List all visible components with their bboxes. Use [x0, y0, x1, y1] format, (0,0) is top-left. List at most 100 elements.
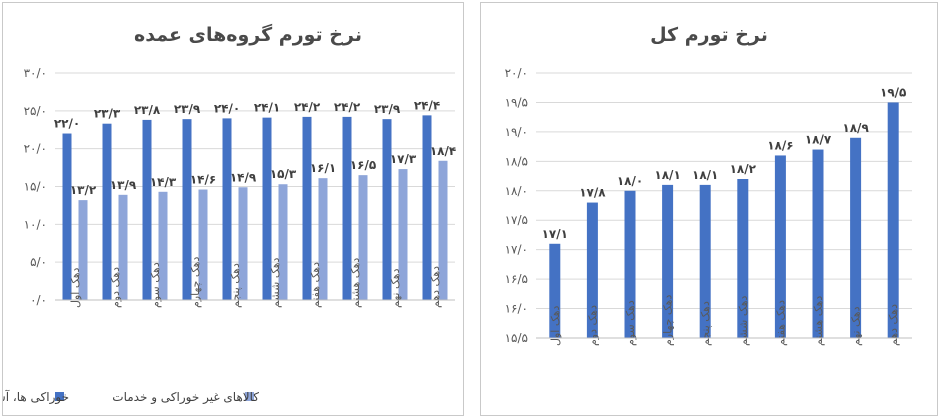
y-tick-label: ۱۷/۰ — [505, 243, 528, 257]
legend-swatch — [245, 392, 254, 401]
bar — [198, 189, 208, 300]
category-label: دهک پنجم — [699, 301, 712, 346]
bar — [774, 155, 786, 338]
data-label: ۱۷/۱ — [542, 227, 568, 241]
data-label: ۱۸/۹ — [842, 121, 869, 135]
bar — [624, 190, 636, 338]
category-label: دهک ششم — [269, 258, 282, 308]
data-label: ۲۲/۰ — [54, 117, 80, 131]
data-label: ۱۶/۵ — [350, 158, 376, 172]
data-label: ۱۹/۵ — [880, 85, 906, 99]
bar — [62, 133, 72, 300]
data-label: ۱۸/۲ — [730, 162, 757, 176]
data-label: ۲۳/۳ — [94, 107, 121, 121]
category-label: دهک ششم — [737, 296, 750, 346]
y-tick-label: ۱۹/۰ — [505, 125, 528, 139]
bar — [238, 187, 248, 300]
category-label: دهک اول — [69, 267, 82, 308]
category-label: دهک دوم — [586, 305, 599, 346]
chart-title: نرخ تورم کل — [650, 24, 768, 46]
category-label: دهک چهارم — [189, 257, 202, 308]
y-tick-label: ۲۰/۰ — [505, 66, 528, 80]
y-tick-label: ۱۷/۵ — [505, 213, 528, 227]
legend-label: کالاهای غیر خوراکی و خدمات — [112, 390, 259, 405]
data-label: ۱۴/۳ — [150, 175, 177, 189]
bar — [850, 137, 862, 338]
y-tick-label: ۱۰/۰ — [24, 217, 47, 231]
bar — [278, 184, 288, 300]
y-tick-label: ۲۰/۰ — [24, 142, 47, 156]
y-tick-label: ۵/۰ — [30, 255, 47, 269]
bar — [342, 116, 352, 301]
y-tick-label: ۱۵/۰ — [24, 180, 47, 194]
bar — [586, 202, 598, 338]
bar — [142, 119, 152, 300]
category-label: دهک هفتم — [774, 300, 787, 346]
bar — [222, 118, 232, 301]
bar — [382, 119, 392, 300]
category-label: دهک نهم — [389, 268, 402, 308]
data-label: ۲۴/۰ — [214, 101, 240, 115]
bar — [358, 175, 368, 300]
bar — [812, 149, 824, 338]
category-label: دهک هشتم — [812, 296, 825, 346]
data-label: ۱۳/۹ — [110, 178, 137, 192]
bar — [262, 117, 272, 300]
category-label: دهک دهم — [887, 304, 900, 346]
data-label: ۲۴/۱ — [254, 101, 280, 115]
total-inflation-chart: نرخ تورم کل ۱۵/۵ ۱۶/۰ ۱۶/۵ ۱۷/۰ ۱۷/۵ ۱۸/۰ ۱۸/۵ ۱… — [505, 24, 912, 346]
legend-swatch — [55, 392, 64, 401]
bar — [398, 169, 408, 300]
chart-title: نرخ تورم گروه‌های عمده — [134, 23, 362, 46]
category-label: دهک هشتم — [349, 258, 362, 308]
category-label: دهک پنجم — [229, 263, 242, 308]
legend-label: خوراکی ها، آشامیدنی ها و دخانیات — [3, 389, 69, 405]
y-tick-label: ۱۵/۵ — [505, 331, 528, 345]
bar — [887, 102, 899, 338]
data-label: ۱۸/۷ — [805, 133, 832, 147]
data-label: ۲۴/۲ — [334, 100, 361, 114]
data-label: ۲۴/۴ — [414, 98, 440, 112]
category-label: دهک نهم — [850, 306, 863, 346]
data-label: ۱۴/۶ — [190, 173, 216, 187]
data-label: ۱۳/۲ — [70, 183, 97, 197]
data-label: ۱۸/۴ — [430, 144, 456, 158]
chart-panel-total-inflation: نرخ تورم کل ۱۵/۵ ۱۶/۰ ۱۶/۵ ۱۷/۰ ۱۷/۵ ۱۸/۰ ۱۸/۵ ۱… — [480, 2, 938, 416]
y-tick-label: ۱۶/۰ — [505, 302, 528, 316]
data-label: ۱۶/۱ — [310, 161, 336, 175]
bar — [318, 178, 328, 300]
bar — [737, 179, 749, 338]
data-label: ۱۷/۸ — [579, 186, 606, 200]
data-label: ۲۳/۹ — [374, 102, 401, 116]
data-label: ۱۸/۱ — [692, 168, 718, 182]
category-label: دهک چهارم — [662, 295, 675, 346]
y-tick-label: ۳۰/۰ — [24, 66, 47, 80]
bar — [699, 184, 711, 338]
chart-panel-group-inflation: نرخ تورم گروه‌های عمده ۰/۰ ۵/۰ ۱۰/۰ ۱۵/۰ ۲۰/۰… — [2, 2, 464, 416]
data-label: ۲۴/۲ — [294, 100, 321, 114]
y-tick-label: ۰/۰ — [30, 293, 47, 307]
y-tick-label: ۱۹/۵ — [505, 95, 528, 109]
category-label: دهک اول — [549, 305, 562, 346]
category-label: دهک دوم — [109, 267, 122, 308]
data-label: ۲۳/۹ — [174, 102, 201, 116]
bar — [662, 184, 674, 338]
category-label: دهک سوم — [624, 300, 637, 346]
bar — [438, 160, 448, 300]
y-tick-label: ۱۶/۵ — [505, 272, 528, 286]
data-label: ۱۴/۹ — [230, 170, 257, 184]
bar — [549, 243, 561, 338]
bar — [78, 200, 88, 300]
data-label: ۱۵/۳ — [270, 167, 297, 181]
bar — [102, 123, 112, 301]
category-label: دهک سوم — [149, 262, 162, 308]
data-label: ۱۷/۳ — [390, 152, 417, 166]
data-label: ۲۳/۸ — [134, 103, 161, 117]
data-label: ۱۸/۱ — [654, 168, 680, 182]
y-tick-label: ۲۵/۰ — [24, 104, 47, 118]
y-tick-label: ۱۸/۰ — [505, 184, 528, 198]
y-tick-label: ۱۸/۵ — [505, 154, 528, 168]
data-label: ۱۸/۰ — [617, 174, 643, 188]
bar — [118, 194, 128, 300]
bar — [158, 191, 168, 300]
